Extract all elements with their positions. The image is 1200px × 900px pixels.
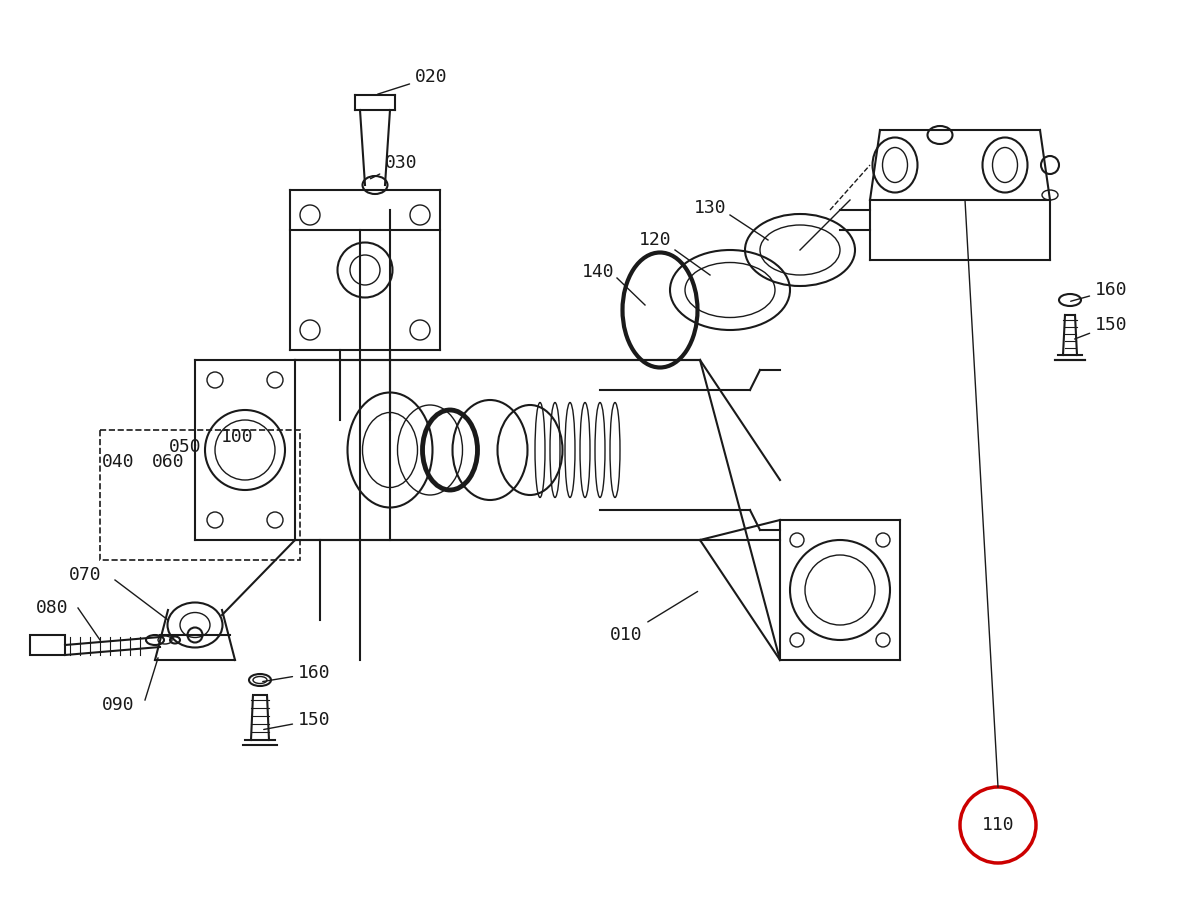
Text: 020: 020 — [378, 68, 448, 94]
Text: 090: 090 — [102, 696, 134, 714]
Text: 140: 140 — [582, 263, 614, 281]
Bar — [30, 635, 65, 655]
Text: 100: 100 — [221, 428, 253, 446]
Text: 010: 010 — [610, 591, 697, 644]
Text: 030: 030 — [371, 154, 418, 179]
Text: 050: 050 — [169, 438, 202, 456]
Text: 070: 070 — [68, 566, 101, 584]
Text: 110: 110 — [982, 816, 1014, 834]
Text: 040: 040 — [102, 453, 134, 471]
Circle shape — [960, 787, 1036, 863]
Text: 150: 150 — [1074, 316, 1128, 339]
Text: 080: 080 — [36, 599, 68, 617]
Text: 120: 120 — [638, 231, 671, 249]
Text: 160: 160 — [263, 664, 331, 682]
Text: 150: 150 — [264, 711, 331, 730]
Text: 060: 060 — [151, 453, 185, 471]
Bar — [100, 430, 300, 560]
Text: 130: 130 — [694, 199, 726, 217]
Text: 160: 160 — [1070, 281, 1128, 302]
